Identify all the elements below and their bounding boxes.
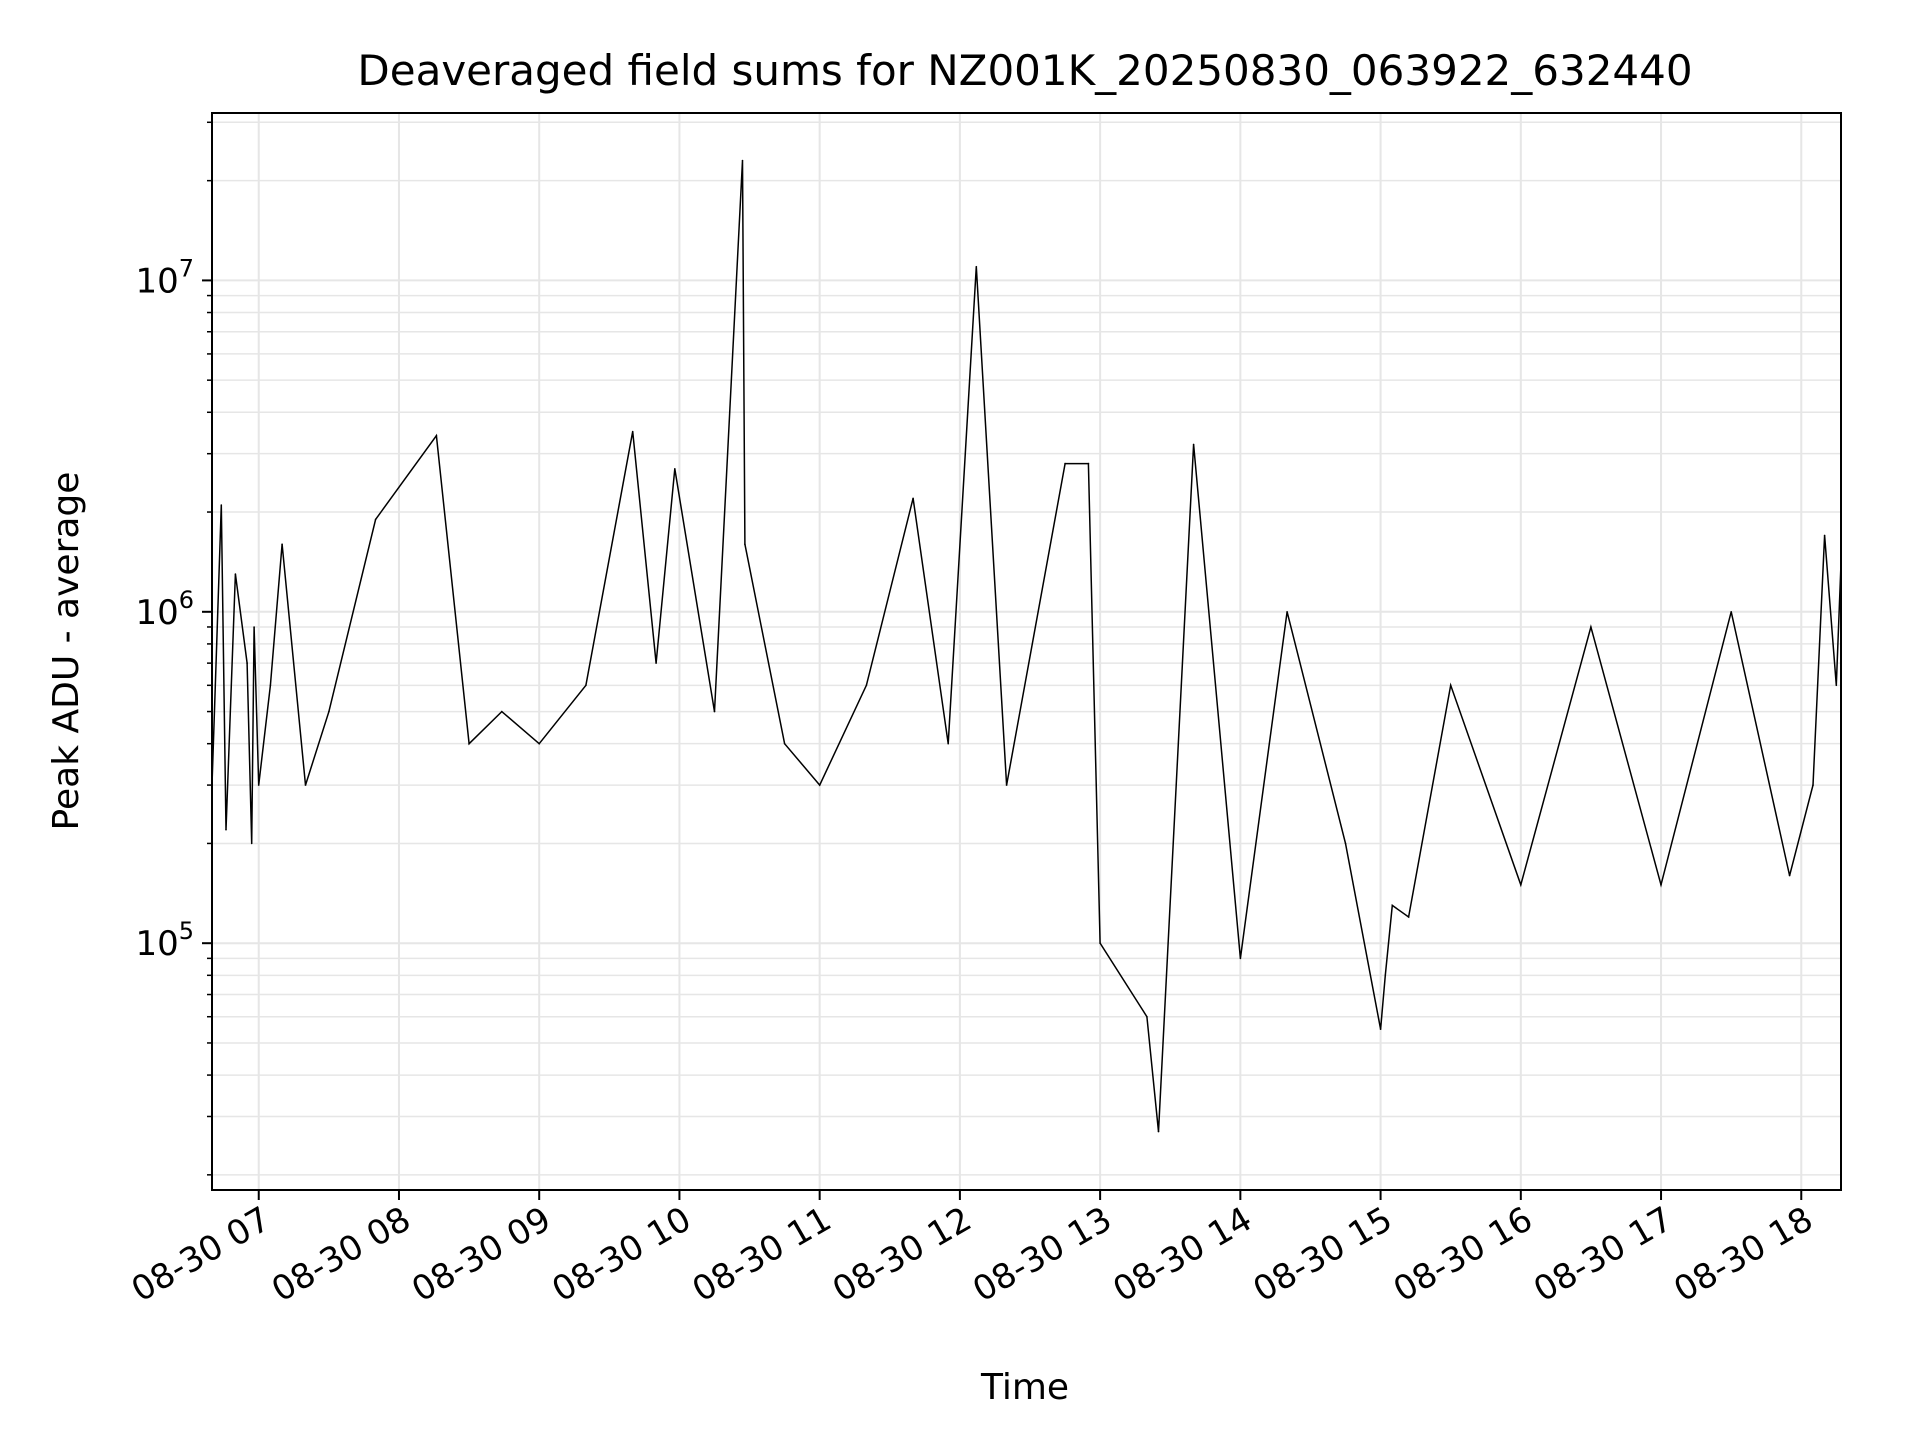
major-gridlines bbox=[212, 113, 1841, 1190]
data-point bbox=[1146, 1015, 1148, 1018]
data-point bbox=[1449, 684, 1452, 687]
y-tick-exponent: 6 bbox=[179, 586, 194, 614]
data-point bbox=[674, 468, 676, 470]
data-point bbox=[220, 504, 223, 506]
x-axis-label: Time bbox=[980, 1367, 1069, 1408]
data-point bbox=[1192, 443, 1195, 446]
x-tick-label: 08-30 14 bbox=[1106, 1199, 1258, 1310]
data-point bbox=[1005, 784, 1008, 786]
data-point bbox=[304, 784, 307, 786]
plot-area bbox=[212, 159, 1841, 1133]
data-point bbox=[225, 828, 227, 831]
y-tick-exponent: 7 bbox=[179, 254, 194, 282]
data-point bbox=[865, 684, 868, 687]
data-point bbox=[1384, 974, 1387, 977]
x-tick-label: 08-30 13 bbox=[966, 1199, 1118, 1310]
data-point bbox=[655, 662, 657, 664]
x-tick-label: 08-30 08 bbox=[265, 1199, 417, 1310]
y-tick-exponent: 5 bbox=[179, 917, 194, 945]
x-tick-label: 08-30 11 bbox=[686, 1199, 838, 1310]
data-point bbox=[250, 842, 253, 845]
y-tick-base: 10 bbox=[135, 593, 178, 633]
data-point bbox=[501, 710, 503, 713]
data-point bbox=[1157, 1130, 1160, 1133]
y-tick-label: 107 bbox=[135, 254, 194, 301]
data-point bbox=[912, 497, 914, 500]
data-point bbox=[1099, 942, 1101, 944]
data-point bbox=[468, 742, 470, 745]
data-point bbox=[1379, 1028, 1382, 1030]
data-point bbox=[257, 784, 260, 786]
data-point bbox=[538, 742, 540, 745]
minor-gridlines bbox=[212, 121, 1841, 1176]
data-point bbox=[1835, 684, 1838, 687]
series-line bbox=[212, 160, 1841, 1132]
data-point bbox=[374, 518, 377, 521]
data-point bbox=[1391, 904, 1394, 907]
data-point bbox=[246, 662, 248, 664]
data-point bbox=[975, 265, 978, 268]
data-point bbox=[269, 684, 272, 687]
x-tick-label: 08-30 17 bbox=[1527, 1199, 1679, 1310]
data-point bbox=[1344, 842, 1347, 845]
data-point bbox=[1286, 611, 1288, 613]
data-point bbox=[1087, 462, 1090, 465]
data-point bbox=[1520, 884, 1522, 886]
y-tick-label: 106 bbox=[135, 586, 194, 633]
data-point bbox=[1064, 462, 1066, 465]
data-point bbox=[281, 543, 283, 545]
data-point bbox=[585, 684, 587, 687]
data-point bbox=[1590, 626, 1592, 628]
x-tick-label: 08-30 16 bbox=[1387, 1199, 1539, 1310]
data-point bbox=[1730, 611, 1732, 613]
x-tick-label: 08-30 18 bbox=[1667, 1199, 1819, 1310]
data-point bbox=[215, 643, 218, 645]
x-tick-label: 08-30 10 bbox=[546, 1199, 698, 1310]
data-point bbox=[1823, 534, 1826, 537]
data-point bbox=[1239, 957, 1242, 960]
y-tick-base: 10 bbox=[135, 924, 178, 964]
y-tick-label: 105 bbox=[135, 917, 194, 964]
data-point bbox=[253, 626, 255, 628]
data-point bbox=[741, 159, 744, 162]
y-axis-label: Peak ADU - average bbox=[46, 472, 87, 831]
x-tick-label: 08-30 12 bbox=[826, 1199, 978, 1310]
data-point bbox=[234, 573, 237, 575]
data-point bbox=[1788, 874, 1791, 877]
data-point bbox=[744, 543, 746, 545]
y-tick-base: 10 bbox=[135, 261, 178, 301]
data-point bbox=[435, 434, 438, 437]
data-point bbox=[947, 742, 949, 745]
plot-frame bbox=[211, 112, 1842, 1191]
x-tick-label: 08-30 07 bbox=[125, 1199, 277, 1310]
data-point bbox=[818, 784, 821, 786]
x-tick-label: 08-30 09 bbox=[405, 1199, 557, 1310]
data-point bbox=[631, 430, 634, 433]
x-tick-label: 08-30 15 bbox=[1247, 1199, 1399, 1310]
data-point bbox=[1660, 884, 1662, 886]
data-point bbox=[713, 710, 716, 713]
data-point bbox=[328, 710, 330, 713]
chart-title: Deaveraged field sums for NZ001K_2025083… bbox=[357, 46, 1692, 95]
data-point bbox=[783, 742, 786, 745]
data-point bbox=[1812, 784, 1814, 786]
data-point bbox=[1407, 916, 1410, 918]
